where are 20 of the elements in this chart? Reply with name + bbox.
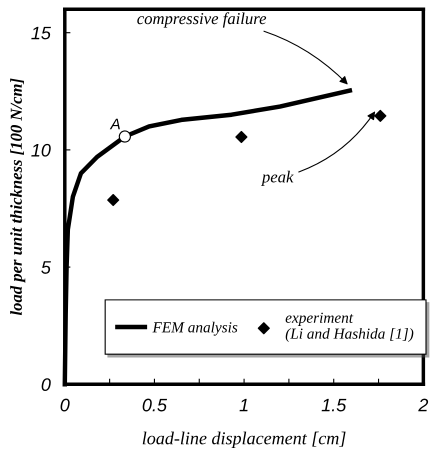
legend-label: experiment (Li and Hashida [1]) xyxy=(286,312,414,342)
y-axis-title: load per unit thickness [100 N/cm] xyxy=(10,78,26,316)
x-tick-label: 0 xyxy=(60,398,70,412)
y-tick-label: 10 xyxy=(31,144,51,157)
point xyxy=(107,194,120,206)
x-tick-label: 1 xyxy=(240,398,248,412)
annotation: compressive failure xyxy=(137,12,266,28)
point xyxy=(374,110,386,122)
x-tick-label: 2 xyxy=(418,398,428,412)
y-tick-label: 5 xyxy=(41,261,51,274)
x-tick-label: 1.5 xyxy=(322,398,346,412)
annotation: A xyxy=(110,118,120,130)
legend-label: FEM analysis xyxy=(152,322,238,336)
point xyxy=(118,130,131,143)
y-tick-label: 15 xyxy=(31,26,51,40)
annotation: peak xyxy=(260,170,294,186)
x-tick-label: 0.5 xyxy=(142,398,168,412)
y-tick-label: 0 xyxy=(42,378,51,392)
point xyxy=(235,130,248,144)
x-axis-title: load-line displacement [cm] xyxy=(142,432,346,448)
